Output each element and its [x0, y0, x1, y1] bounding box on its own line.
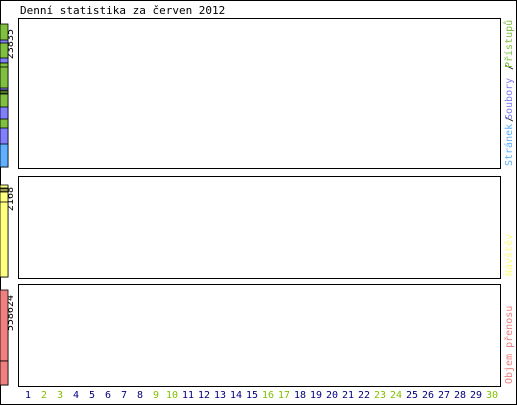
y-max-label-bottom: 558624	[5, 295, 16, 331]
x-tick-label-day-14: 14	[230, 390, 242, 401]
x-tick-label-day-19: 19	[310, 390, 322, 401]
bar-top-str-nek-day-30	[0, 143, 9, 168]
x-tick-label-day-7: 7	[121, 390, 127, 401]
panel-frame-middle	[18, 176, 501, 279]
legend-objem-p-enosu: Objem přenosu	[503, 306, 515, 384]
x-tick-label-day-11: 11	[182, 390, 194, 401]
x-tick-label-day-1: 1	[25, 390, 31, 401]
x-tick-label-day-29: 29	[470, 390, 482, 401]
x-tick-label-day-22: 22	[358, 390, 370, 401]
x-tick-label-day-12: 12	[198, 390, 210, 401]
x-tick-label-day-16: 16	[262, 390, 274, 401]
x-tick-label-day-23: 23	[374, 390, 386, 401]
panel-frame-bottom	[18, 284, 501, 387]
x-tick-label-day-8: 8	[137, 390, 143, 401]
x-tick-label-day-13: 13	[214, 390, 226, 401]
x-tick-label-day-10: 10	[166, 390, 178, 401]
x-tick-label-day-18: 18	[294, 390, 306, 401]
x-tick-label-day-5: 5	[89, 390, 95, 401]
legend-str-nek: Stránek	[503, 124, 515, 166]
y-max-label-top: 23835	[5, 29, 16, 59]
x-tick-label-day-15: 15	[246, 390, 258, 401]
x-tick-label-day-6: 6	[105, 390, 111, 401]
x-tick-label-day-26: 26	[422, 390, 434, 401]
panel-frame-top	[18, 18, 501, 169]
x-tick-label-day-2: 2	[41, 390, 47, 401]
x-tick-label-day-20: 20	[326, 390, 338, 401]
bar-middle-n-v-t-v-day-30	[0, 201, 9, 278]
x-tick-label-day-9: 9	[153, 390, 159, 401]
chart-title: Denní statistika za červen 2012	[20, 4, 225, 17]
x-tick-label-day-28: 28	[454, 390, 466, 401]
x-tick-label-day-4: 4	[73, 390, 79, 401]
x-tick-label-day-25: 25	[406, 390, 418, 401]
legend-soubory: Soubory	[504, 78, 515, 120]
x-tick-label-day-3: 3	[57, 390, 63, 401]
x-tick-label-day-17: 17	[278, 390, 290, 401]
x-tick-label-day-24: 24	[390, 390, 402, 401]
bar-bottom-objem-p-enosu-day-30	[0, 360, 9, 386]
legend-p-stup-: Přístupů	[503, 20, 515, 68]
legend-n-v-t-v: Návštěv	[503, 234, 515, 276]
legend-separator: /	[504, 116, 515, 122]
y-max-label-middle: 2168	[5, 187, 16, 211]
legend-separator: /	[504, 64, 515, 70]
x-tick-label-day-27: 27	[438, 390, 450, 401]
x-tick-label-day-21: 21	[342, 390, 354, 401]
x-tick-label-day-30: 30	[486, 390, 498, 401]
